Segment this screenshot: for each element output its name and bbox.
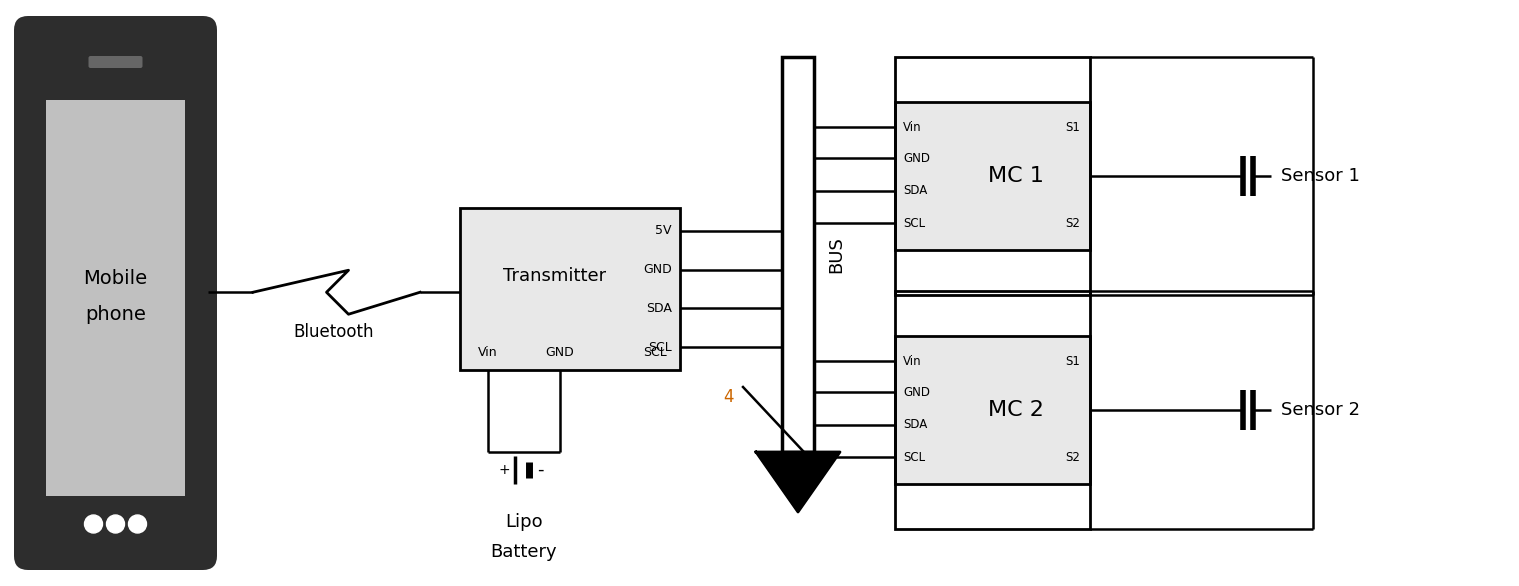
Text: S2: S2 [1065,217,1080,230]
Text: Transmitter: Transmitter [503,267,606,285]
Bar [782,57,814,452]
Bar [895,102,1091,250]
Text: Vin: Vin [902,355,922,367]
Text: Battery: Battery [491,543,557,561]
Text: 5V: 5V [656,224,671,237]
Text: Vin: Vin [478,346,498,359]
Text: SDA: SDA [902,418,927,431]
Text: GND: GND [643,263,671,276]
Bar [895,291,1091,529]
Text: +: + [498,463,510,477]
Text: GND: GND [545,346,574,359]
Text: Lipo: Lipo [506,513,542,531]
Bar [46,100,185,496]
Circle shape [85,515,102,533]
Circle shape [106,515,125,533]
Text: Vin: Vin [902,121,922,134]
Text: -: - [536,461,544,479]
Text: S1: S1 [1065,121,1080,134]
Text: GND: GND [902,152,930,165]
Text: Sensor 1: Sensor 1 [1281,167,1360,185]
FancyBboxPatch shape [88,56,143,68]
Bar [895,336,1091,484]
Circle shape [129,515,146,533]
Text: MC 2: MC 2 [987,400,1044,420]
Text: S2: S2 [1065,451,1080,464]
Polygon shape [756,452,840,512]
Text: Bluetooth: Bluetooth [293,323,374,341]
Text: Mobile: Mobile [84,268,147,288]
Bar [460,208,681,370]
Bar [895,57,1091,295]
Text: S1: S1 [1065,355,1080,367]
Text: SCL: SCL [649,341,671,354]
Text: SCL: SCL [902,451,925,464]
Text: phone: phone [85,305,146,325]
Text: SDA: SDA [902,185,927,197]
Text: SDA: SDA [646,302,671,315]
Text: SCL: SCL [902,217,925,230]
Text: 4: 4 [723,388,734,406]
Text: GND: GND [902,386,930,398]
Text: MC 1: MC 1 [987,166,1044,186]
Text: BUS: BUS [826,236,845,273]
FancyBboxPatch shape [14,16,217,570]
Text: SCL: SCL [643,346,667,359]
Text: Sensor 2: Sensor 2 [1281,401,1360,419]
